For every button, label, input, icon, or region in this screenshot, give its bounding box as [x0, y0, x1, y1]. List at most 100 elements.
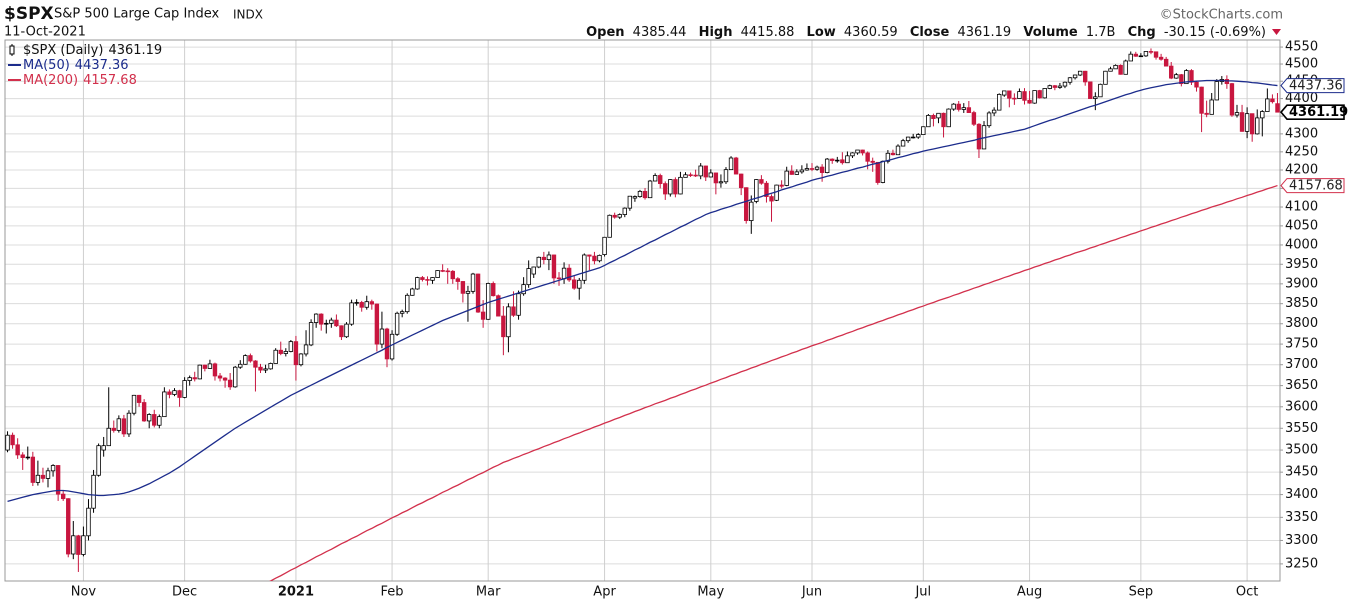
- candle-body: [5, 434, 10, 451]
- candle-body: [1088, 81, 1093, 99]
- candle-body: [212, 363, 218, 377]
- candle-body: [253, 360, 258, 368]
- candle-body: [1113, 65, 1118, 70]
- y-tick-label: 4300: [1285, 126, 1318, 141]
- overlay: 3250 3300 3350 3400 3450 3500 3550 3600 3650 3700…: [8, 40, 1348, 600]
- candle-body: [855, 149, 860, 154]
- plot: [5, 48, 1280, 581]
- candle-body: [956, 103, 961, 110]
- candle-body: [885, 152, 891, 162]
- candle-body: [399, 311, 405, 314]
- candle-body: [106, 427, 111, 447]
- change-label: Chg: [1128, 25, 1156, 40]
- candle-body: [587, 254, 592, 257]
- candle-body: [1057, 85, 1063, 88]
- candle-body: [607, 214, 612, 238]
- candle-body: [749, 201, 754, 221]
- candle-body: [890, 152, 896, 156]
- candle-body: [1007, 90, 1012, 99]
- candle-body: [546, 254, 552, 261]
- candle-body: [789, 170, 794, 175]
- y-tick-label: 3700: [1285, 357, 1318, 372]
- y-tick-label: 3550: [1285, 421, 1318, 436]
- candle-body: [313, 313, 319, 323]
- candle-body: [470, 273, 476, 292]
- candle-body: [577, 279, 582, 289]
- candle-body: [971, 112, 977, 125]
- y-tick-label: 3500: [1285, 443, 1318, 458]
- candle-body: [1174, 74, 1179, 79]
- candle-body: [111, 427, 116, 431]
- candle-body: [268, 363, 273, 370]
- candle-body: [673, 179, 678, 195]
- candle-body: [976, 123, 982, 150]
- candle-body: [1275, 103, 1280, 113]
- candle-body: [996, 93, 1002, 111]
- candle-body: [384, 328, 390, 360]
- candle-body: [491, 283, 496, 297]
- down-arrow: [1272, 29, 1281, 35]
- plot-frame: [4, 39, 1281, 582]
- candle-body: [951, 103, 956, 110]
- candle-body: [248, 355, 253, 362]
- candle-body: [521, 284, 526, 295]
- exchange: INDX: [233, 8, 263, 22]
- y-tick-label: 4250: [1285, 144, 1318, 159]
- high-value: 4415.88: [741, 25, 795, 40]
- candle-body: [905, 136, 911, 142]
- legend-name: $SPX (Daily): [23, 43, 103, 58]
- candle-body: [1260, 111, 1265, 119]
- candle-body: [516, 293, 521, 316]
- moving-average-line: [269, 184, 1278, 581]
- candle-body: [1239, 112, 1245, 132]
- candle-body: [1148, 51, 1154, 53]
- y-tick-label: 3850: [1285, 296, 1318, 311]
- y-tick-label: 4050: [1285, 218, 1318, 233]
- last-value-label: 4361.19: [1289, 105, 1348, 120]
- candle-body: [293, 341, 299, 366]
- candle-body: [465, 290, 471, 294]
- candle-body: [506, 306, 511, 338]
- candle-body: [182, 380, 187, 398]
- legend-name: MA(200): [23, 73, 78, 88]
- candle-body: [374, 303, 380, 345]
- candle-body: [966, 107, 972, 113]
- candle-body: [1158, 56, 1164, 60]
- candle-body: [799, 169, 805, 173]
- candle-body: [76, 535, 81, 555]
- candle-body: [177, 390, 182, 398]
- candle-body: [941, 112, 946, 128]
- candle-body: [728, 157, 734, 171]
- candle-body: [329, 319, 334, 324]
- candle-body: [845, 155, 850, 164]
- candle-body: [207, 363, 213, 369]
- candle-body: [369, 301, 375, 305]
- candle-body: [496, 295, 501, 317]
- candle-body: [921, 126, 926, 135]
- candle-body: [480, 311, 486, 320]
- candle-body: [738, 173, 744, 189]
- candle-body: [1062, 81, 1068, 87]
- candle-body: [1209, 99, 1214, 115]
- candle-body: [258, 366, 263, 371]
- candle-body: [30, 456, 36, 483]
- candle-body: [642, 190, 648, 199]
- candle-body: [926, 115, 931, 128]
- candle-body: [15, 444, 20, 456]
- candle-body: [116, 418, 122, 431]
- candle-body: [71, 535, 76, 555]
- high-label: High: [699, 25, 733, 40]
- candle-body: [485, 283, 491, 320]
- candle-body: [354, 302, 359, 304]
- candle-body: [592, 255, 597, 262]
- candle-body: [1037, 90, 1042, 99]
- y-tick-label: 3750: [1285, 337, 1318, 352]
- candle-body: [850, 152, 855, 157]
- candle-body: [35, 474, 41, 483]
- y-tick-label: 3450: [1285, 465, 1318, 480]
- candle-body: [880, 160, 886, 183]
- candle-body: [764, 182, 769, 197]
- candle-body: [1249, 113, 1255, 135]
- legend-value: 4157.68: [83, 73, 137, 88]
- candle-body: [754, 179, 759, 202]
